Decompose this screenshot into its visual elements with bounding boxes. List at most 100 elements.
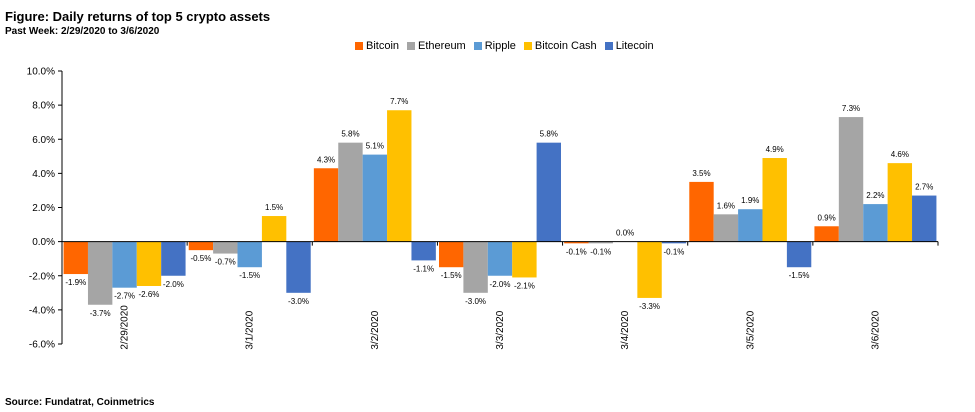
data-label: 5.8% (540, 130, 558, 139)
y-tick-label: -6.0% (29, 340, 55, 351)
legend-label-ripple: Ripple (484, 40, 516, 52)
source-note: Source: Fundatrat, Coinmetrics (5, 397, 155, 408)
bar-bitcoin (689, 181, 714, 242)
bar-bitcoin (814, 226, 839, 242)
bar-bitcoin (63, 241, 88, 275)
bar-ripple (362, 154, 388, 242)
data-label: 4.6% (891, 150, 909, 159)
x-tick-label: 3/5/2020 (745, 310, 756, 349)
data-label: 5.8% (341, 130, 359, 139)
bar-ripple (487, 241, 513, 276)
y-tick-label: 4.0% (32, 169, 55, 180)
data-label: -2.6% (139, 290, 160, 299)
bar-bitcoin-cash (512, 241, 537, 278)
chart-subtitle: Past Week: 2/29/2020 to 3/6/2020 (5, 26, 160, 37)
data-label: -1.9% (65, 278, 86, 287)
x-tick-label: 3/1/2020 (245, 310, 256, 349)
data-label: 4.3% (317, 155, 335, 164)
bar-litecoin (912, 195, 937, 242)
legend-swatch-ethereum (407, 42, 416, 50)
x-tick-label: 3/3/2020 (495, 310, 506, 349)
bar-bitcoin (188, 241, 214, 251)
bar-litecoin (536, 142, 561, 242)
data-label: 4.9% (766, 145, 784, 154)
data-label: -0.5% (190, 254, 211, 263)
bar-bitcoin-cash (387, 110, 412, 242)
legend-label-ethereum: Ethereum (418, 40, 466, 52)
data-label: -0.1% (590, 247, 611, 256)
bar-ethereum (463, 241, 488, 293)
bar-bitcoin-cash (261, 216, 287, 242)
bar-bitcoin (564, 241, 589, 244)
data-label: -1.5% (441, 271, 462, 280)
data-label: -2.0% (163, 280, 184, 289)
chart-title: Figure: Daily returns of top 5 crypto as… (5, 9, 271, 24)
bar-ripple (112, 241, 137, 288)
data-label: -0.1% (663, 247, 684, 256)
bar-litecoin (286, 241, 311, 293)
x-tick-label: 3/6/2020 (870, 310, 881, 349)
data-label: -2.0% (490, 280, 511, 289)
bar-bitcoin-cash (136, 241, 162, 286)
data-label: -0.1% (566, 247, 587, 256)
data-label: -2.1% (514, 281, 535, 290)
legend-label-bitcoin-cash: Bitcoin Cash (534, 40, 597, 52)
bar-ethereum (713, 214, 739, 242)
legend-swatch-bitcoin-cash (523, 42, 532, 50)
bar-ethereum (338, 142, 363, 242)
y-tick-label: 0.0% (32, 237, 55, 248)
legend-item-bitcoin: Bitcoin (355, 40, 399, 52)
bar-ripple (237, 241, 262, 268)
bar-ethereum (87, 241, 113, 305)
legend-item-litecoin: Litecoin (604, 40, 654, 52)
bar-bitcoin (313, 168, 339, 242)
x-tick-label: 3/2/2020 (370, 310, 381, 349)
bar-bitcoin-cash (887, 163, 913, 242)
data-label: 3.5% (692, 169, 710, 178)
data-label: 1.5% (265, 203, 283, 212)
bar-litecoin (661, 241, 687, 244)
data-label: 1.6% (717, 201, 735, 210)
bar-bitcoin (439, 241, 464, 268)
legend: Bitcoin Ethereum Ripple Bitcoin Cash Lit… (355, 40, 662, 52)
legend-swatch-litecoin (604, 42, 613, 50)
bar-ripple (738, 209, 763, 242)
bar-ripple (863, 204, 888, 242)
data-label: -0.7% (215, 258, 236, 267)
bar-ethereum (213, 241, 238, 254)
bar-litecoin (161, 241, 186, 276)
data-label: 2.7% (915, 183, 933, 192)
legend-item-bitcoin-cash: Bitcoin Cash (523, 40, 597, 52)
data-label: -2.7% (114, 292, 135, 301)
data-label: 0.0% (616, 229, 634, 238)
bar-litecoin (411, 241, 436, 261)
data-label: 2.2% (866, 191, 884, 200)
legend-label-bitcoin: Bitcoin (366, 40, 400, 52)
legend-swatch-ripple (473, 42, 482, 50)
data-label: 5.1% (366, 142, 384, 151)
x-tick-label: 2/29/2020 (120, 305, 131, 350)
y-tick-label: 8.0% (32, 101, 55, 112)
data-label: -3.0% (288, 297, 309, 306)
data-label: 0.9% (818, 213, 836, 222)
y-tick-label: -4.0% (29, 305, 55, 316)
bar-ethereum (588, 241, 613, 244)
data-label: 7.3% (842, 104, 860, 113)
data-label: -3.7% (90, 309, 111, 318)
y-tick-label: -2.0% (29, 271, 55, 282)
legend-item-ethereum: Ethereum (407, 40, 466, 52)
legend-label-litecoin: Litecoin (615, 40, 654, 52)
data-label: 7.7% (390, 97, 408, 106)
bar-bitcoin-cash (762, 158, 787, 242)
bar-litecoin (786, 241, 812, 268)
bar-ethereum (838, 117, 864, 242)
legend-item-ripple: Ripple (473, 40, 516, 52)
data-label: -3.3% (639, 302, 660, 311)
y-tick-label: 10.0% (27, 67, 55, 78)
x-tick-label: 3/4/2020 (620, 310, 631, 349)
y-tick-label: 6.0% (32, 135, 55, 146)
data-label: -1.5% (239, 271, 260, 280)
y-tick-label: 2.0% (32, 203, 55, 214)
legend-swatch-bitcoin (355, 42, 363, 50)
